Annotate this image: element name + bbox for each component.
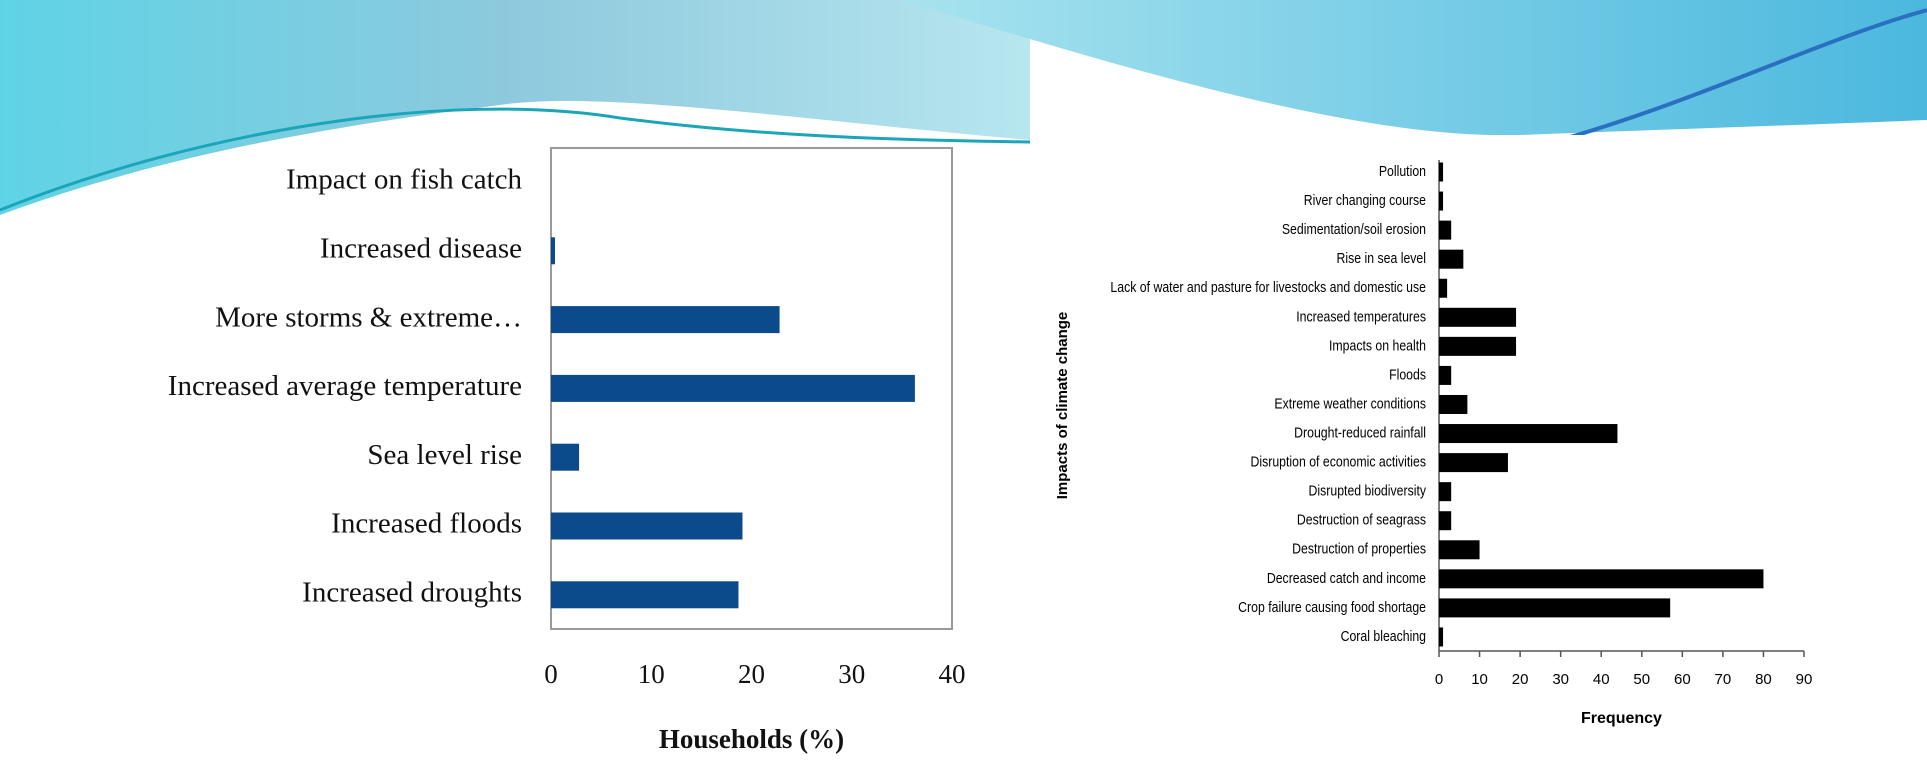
category-label: Destruction of seagrass <box>1297 512 1426 528</box>
category-label: Disrupted biodiversity <box>1309 483 1427 499</box>
header-wave <box>0 0 1030 215</box>
x-tick-label: 20 <box>1512 671 1529 688</box>
category-label: Increased temperatures <box>1296 308 1426 324</box>
bar <box>1439 307 1517 327</box>
bar <box>1439 453 1508 473</box>
x-tick-label: 10 <box>638 659 665 689</box>
category-label: More storms & extreme… <box>215 301 522 333</box>
category-label: Floods <box>1389 366 1426 382</box>
bar <box>1439 569 1764 589</box>
x-tick-label: 90 <box>1796 671 1813 688</box>
x-axis-label: Frequency <box>1581 710 1662 727</box>
category-label: Pollution <box>1379 163 1426 179</box>
x-tick-label: 30 <box>1552 671 1569 688</box>
category-label: Disruption of economic activities <box>1250 453 1426 469</box>
bar <box>1439 365 1452 385</box>
x-tick-label: 40 <box>1593 671 1610 688</box>
bar <box>1439 511 1452 531</box>
x-tick-label: 50 <box>1633 671 1650 688</box>
x-tick-label: 70 <box>1715 671 1732 688</box>
category-label: Drought-reduced rainfall <box>1294 424 1426 440</box>
x-tick-label: 30 <box>838 659 865 689</box>
bar <box>551 306 780 334</box>
x-tick-label: 10 <box>1471 671 1488 688</box>
x-tick-label: 0 <box>544 659 558 689</box>
bar <box>1439 162 1444 182</box>
category-label: Decreased catch and income <box>1267 570 1426 586</box>
category-label: River changing course <box>1304 192 1427 208</box>
x-tick-label: 80 <box>1755 671 1772 688</box>
category-label: Increased disease <box>320 232 522 264</box>
bar <box>551 374 915 402</box>
category-label: Extreme weather conditions <box>1274 395 1426 411</box>
category-label: Sedimentation/soil erosion <box>1282 221 1426 237</box>
chart-panel <box>1030 135 1831 760</box>
bar <box>551 581 739 609</box>
category-label: Impact on fish catch <box>286 164 522 196</box>
category-label: Crop failure causing food shortage <box>1238 599 1426 615</box>
x-tick-label: 20 <box>738 659 765 689</box>
bar <box>551 512 743 540</box>
category-label: Rise in sea level <box>1337 250 1426 266</box>
category-label: Impacts on health <box>1329 337 1426 353</box>
bar <box>1439 191 1444 211</box>
category-label: Lack of water and pasture for livestocks… <box>1110 279 1426 295</box>
category-label: Sea level rise <box>367 439 522 471</box>
x-tick-label: 60 <box>1674 671 1691 688</box>
bar <box>1439 540 1480 560</box>
wave-line <box>0 107 1031 212</box>
category-label: Destruction of properties <box>1292 541 1426 557</box>
header-wave <box>900 0 1927 136</box>
bar <box>1439 598 1671 618</box>
bar <box>1439 249 1464 269</box>
x-tick-label: 0 <box>1435 671 1443 688</box>
wave-line <box>1559 8 1927 142</box>
bar <box>1439 627 1444 647</box>
x-tick-label: 40 <box>939 659 966 689</box>
bar <box>1439 424 1618 444</box>
category-label: Increased droughts <box>302 576 522 608</box>
x-axis-label: Households (%) <box>659 724 844 754</box>
category-label: Increased average temperature <box>168 370 522 402</box>
bar <box>551 237 556 265</box>
bar <box>1439 482 1452 502</box>
bar <box>551 443 580 471</box>
bar <box>1439 220 1452 240</box>
category-label: Coral bleaching <box>1341 628 1426 644</box>
y-axis-label: Impacts of climate change <box>1054 312 1071 500</box>
bar <box>1439 336 1517 356</box>
category-label: Increased floods <box>331 508 522 540</box>
bar <box>1439 394 1468 414</box>
bar <box>1439 278 1448 298</box>
